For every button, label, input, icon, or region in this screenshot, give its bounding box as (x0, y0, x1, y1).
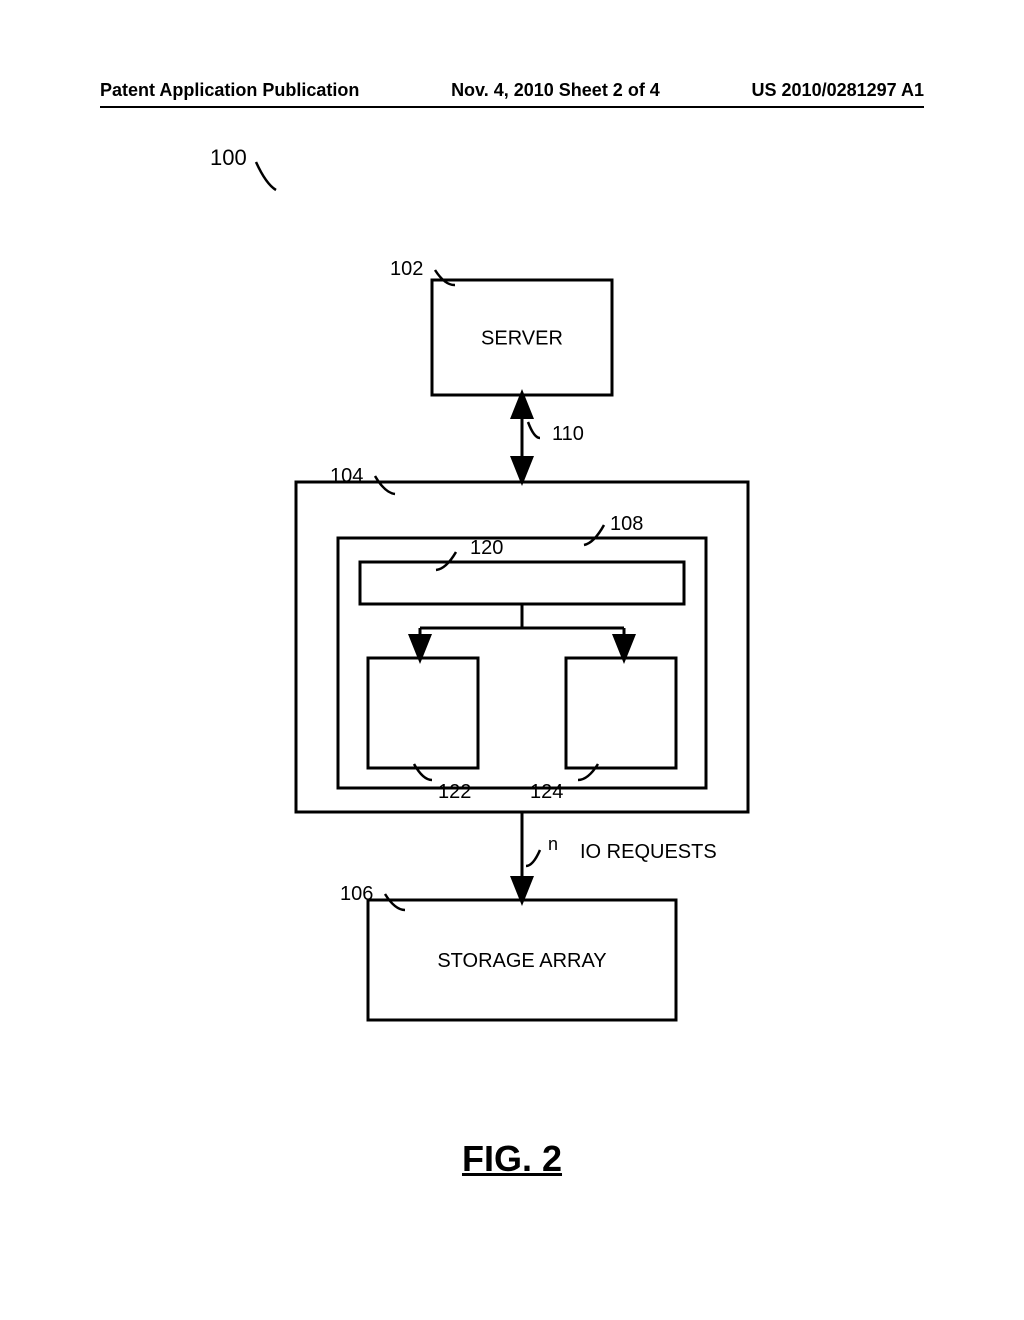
header-rule (100, 106, 924, 108)
header-left: Patent Application Publication (100, 80, 359, 101)
svg-text:124: 124 (530, 781, 563, 803)
header-center: Nov. 4, 2010 Sheet 2 of 4 (451, 80, 660, 101)
svg-text:n: n (548, 834, 558, 854)
svg-text:110: 110 (552, 423, 584, 445)
svg-text:104: 104 (330, 465, 363, 487)
system-diagram: 100 SERVER 102 110 104 108 120 122 124 n IO REQUES… (0, 130, 1024, 1130)
svg-text:IO REQUESTS: IO REQUESTS (580, 841, 717, 863)
svg-text:STORAGE ARRAY: STORAGE ARRAY (437, 950, 606, 972)
svg-text:102: 102 (390, 258, 423, 280)
svg-text:100: 100 (210, 145, 247, 170)
svg-text:122: 122 (438, 781, 471, 803)
header-right: US 2010/0281297 A1 (752, 80, 924, 101)
svg-text:120: 120 (470, 537, 503, 559)
svg-text:106: 106 (340, 883, 373, 905)
page: Patent Application Publication Nov. 4, 2… (0, 0, 1024, 1320)
svg-text:108: 108 (610, 513, 643, 535)
svg-text:SERVER: SERVER (481, 328, 563, 350)
page-header: Patent Application Publication Nov. 4, 2… (0, 80, 1024, 101)
figure-caption: FIG. 2 (0, 1138, 1024, 1180)
